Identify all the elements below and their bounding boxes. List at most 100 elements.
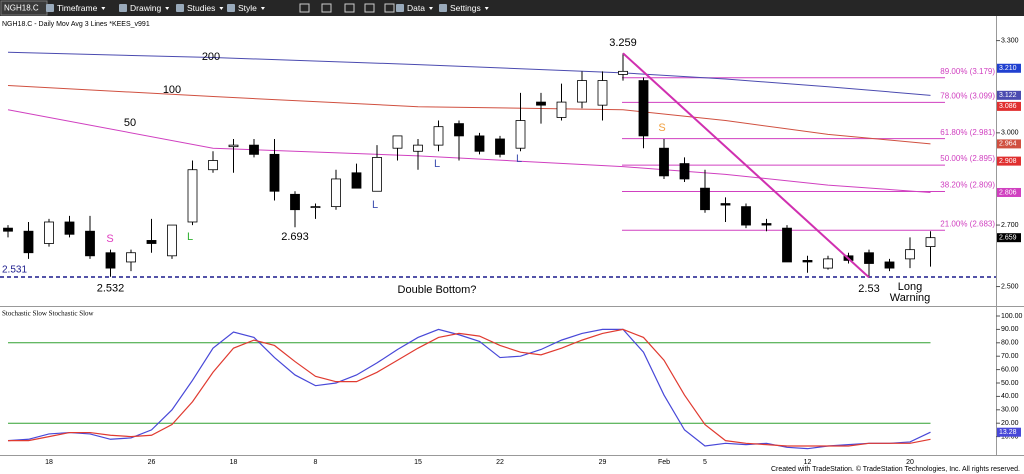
price-box — [997, 63, 1021, 73]
candle-body — [905, 249, 915, 260]
candle-body — [351, 172, 362, 189]
candle-body — [864, 252, 874, 264]
y-tick-label: 30.00 — [1001, 407, 1019, 414]
menu-item[interactable]: Drawing — [130, 3, 161, 13]
candle-body — [269, 153, 280, 192]
menu-icon[interactable] — [119, 4, 127, 12]
menu-arrow[interactable] — [165, 7, 170, 10]
toolbar-icon[interactable] — [344, 3, 355, 13]
candle-body — [23, 230, 34, 254]
fib-label: 61.80% (2.981) — [940, 128, 995, 137]
candle-body — [187, 169, 198, 223]
fib-label: 50.00% (2.895) — [940, 154, 995, 163]
candle-body — [310, 206, 321, 209]
ma-label: 50 — [124, 117, 136, 129]
menu-item[interactable]: Style — [238, 3, 257, 13]
swing-label: 2.693 — [281, 231, 309, 243]
price-box — [997, 90, 1021, 100]
fib-label: 21.00% (2.683) — [940, 219, 995, 228]
candle-body — [3, 227, 13, 232]
candle-body — [413, 144, 423, 152]
candle-body — [884, 261, 895, 269]
price-box — [997, 101, 1021, 111]
y-tick-label: 40.00 — [1001, 393, 1019, 400]
candle-body — [433, 126, 444, 146]
menu-item[interactable]: Settings — [450, 3, 481, 13]
candle-body — [618, 70, 628, 75]
menu-arrow[interactable] — [260, 7, 265, 10]
candle-body — [331, 178, 341, 208]
symbol[interactable]: NGH18.C — [4, 4, 39, 13]
menu-item[interactable]: Data — [407, 3, 425, 13]
annotation: Long — [898, 281, 922, 293]
toolbar-icon[interactable] — [364, 3, 375, 13]
menu-arrow[interactable] — [219, 7, 224, 10]
candle-body — [556, 101, 567, 118]
price-box-label: 3.210 — [999, 65, 1017, 72]
study-value-label: 13.28 — [999, 429, 1017, 436]
swing-label: 3.259 — [609, 37, 637, 49]
candle-body — [167, 224, 177, 257]
candle-body — [249, 144, 259, 155]
y-tick-label: 2.500 — [1001, 283, 1019, 290]
price-box — [997, 187, 1021, 197]
signal: L — [372, 199, 378, 211]
y-tick-label: 3.000 — [1001, 130, 1019, 137]
y-tick-label: 20.00 — [1001, 420, 1019, 427]
x-tick-label: 15 — [414, 459, 422, 466]
study-value-box — [997, 427, 1021, 437]
menu-arrow[interactable] — [484, 7, 489, 10]
toolbar-icon[interactable] — [321, 3, 332, 13]
y-tick-label: 10.00 — [1001, 433, 1019, 440]
candle-body — [474, 135, 485, 152]
menu-icon[interactable] — [176, 4, 184, 12]
study-title: Stochastic Slow Stochastic Slow — [2, 310, 95, 318]
menu-icon[interactable] — [396, 4, 404, 12]
menu-icon[interactable] — [46, 4, 54, 12]
candle-body — [105, 252, 116, 269]
signal: S — [658, 122, 665, 134]
x-tick-label: 29 — [599, 459, 607, 466]
menu-item[interactable]: Studies — [187, 3, 215, 13]
moving-average — [7, 84, 931, 145]
moving-average — [7, 109, 931, 193]
menu-item[interactable]: Timeframe — [57, 3, 98, 13]
candle-body — [761, 223, 772, 226]
toolbar — [0, 0, 1024, 16]
menu-arrow[interactable] — [101, 7, 106, 10]
signal: L — [516, 153, 522, 165]
candle-body — [146, 240, 157, 244]
toolbar-icon[interactable] — [384, 3, 395, 13]
menu-icon[interactable] — [227, 4, 235, 12]
y-tick-label: 60.00 — [1001, 366, 1019, 373]
price-box-label: 2.908 — [999, 158, 1017, 165]
candle-body — [638, 80, 649, 137]
candle-body — [536, 101, 546, 106]
candle-body — [679, 163, 690, 180]
candle-body — [454, 123, 464, 137]
menu-icon[interactable] — [439, 4, 447, 12]
fib-label: 78.00% (3.099) — [940, 92, 995, 101]
y-tick-label: 50.00 — [1001, 380, 1019, 387]
y-tick-label: 2.700 — [1001, 222, 1019, 229]
menu-arrow[interactable] — [428, 7, 433, 10]
price-box-label: 2.964 — [999, 141, 1017, 148]
annotation: Warning — [890, 292, 931, 304]
x-tick-label: 26 — [148, 459, 156, 466]
y-tick-label: 100.00 — [1001, 313, 1023, 320]
x-tick-label: 8 — [314, 459, 318, 466]
price-box-label: 3.122 — [999, 92, 1017, 99]
y-tick-label: 90.00 — [1001, 326, 1019, 333]
y-tick-label: 3.300 — [1001, 37, 1019, 44]
annotation: Double Bottom? — [398, 284, 477, 296]
ma-label: 100 — [163, 84, 181, 96]
x-tick-label: 20 — [906, 459, 914, 466]
toolbar-icon[interactable] — [299, 3, 310, 13]
candle-body — [823, 258, 833, 269]
candle-body — [126, 252, 136, 263]
ma-label: 200 — [202, 51, 220, 63]
x-tick-label: 18 — [230, 459, 238, 466]
support-label: 2.531 — [2, 265, 27, 276]
candle-body — [802, 260, 813, 263]
